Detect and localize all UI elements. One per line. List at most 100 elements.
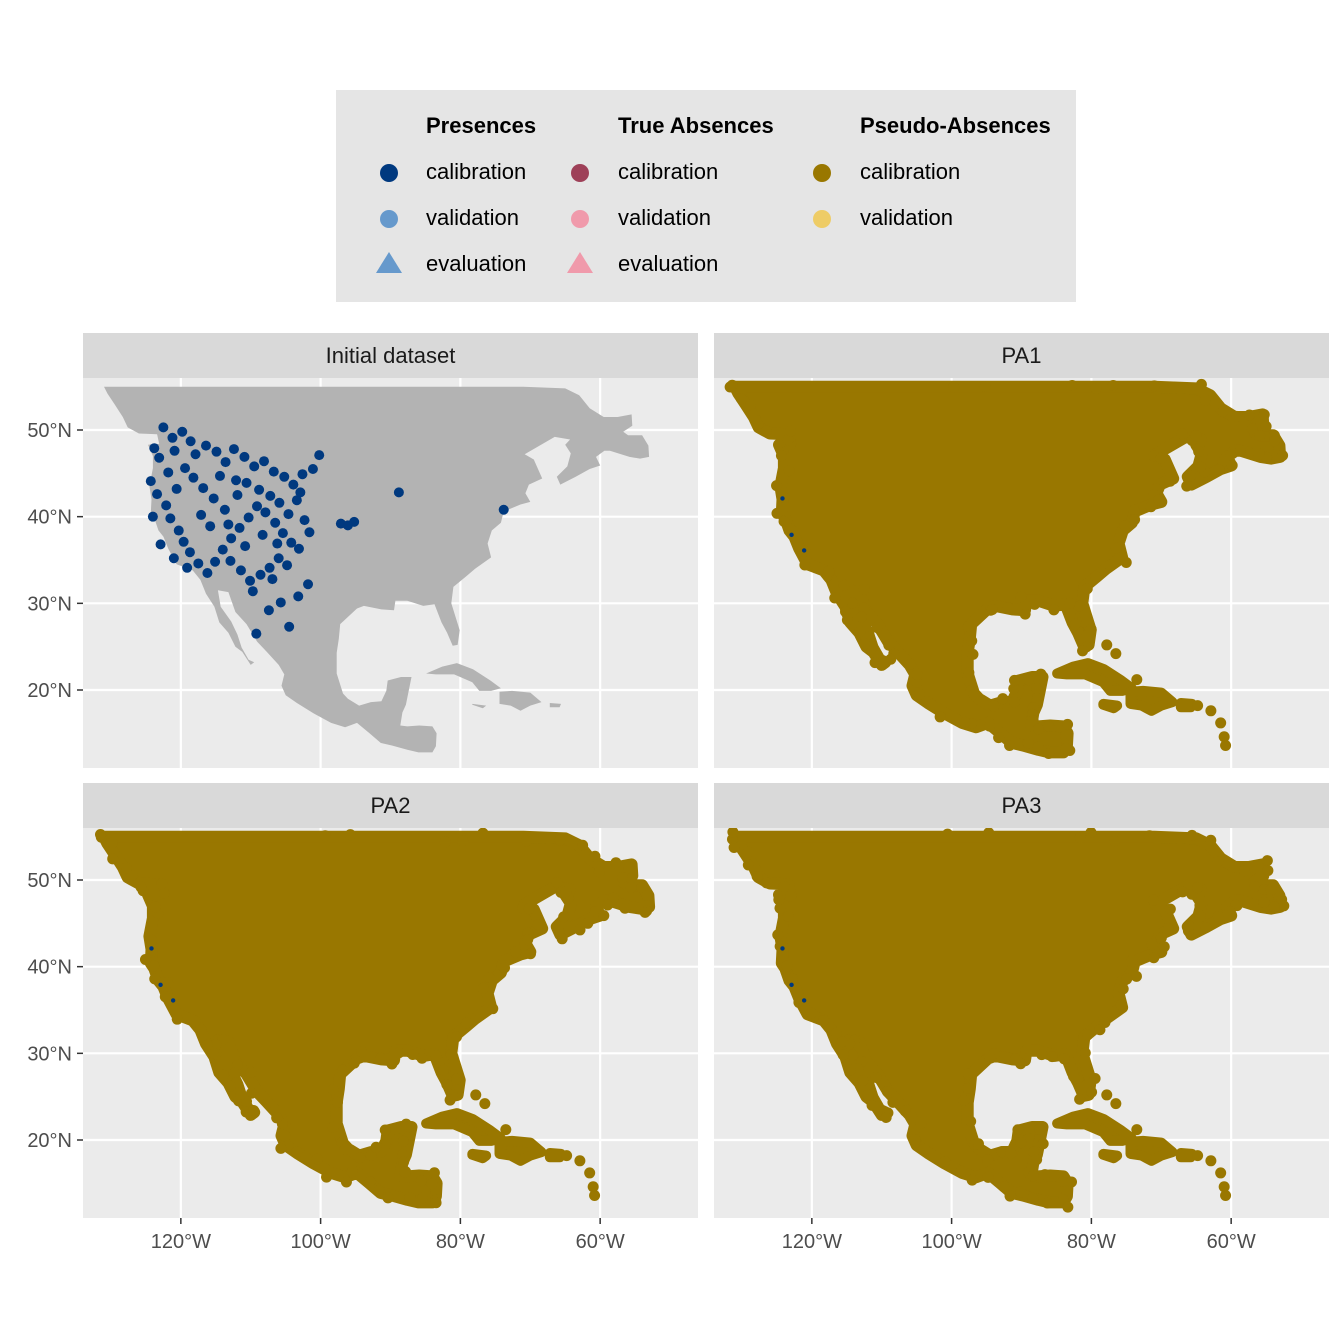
map-layer-pa1 xyxy=(724,378,1289,760)
pseudo-absence-point xyxy=(1022,674,1034,686)
strip-pa3 xyxy=(714,783,1329,828)
y-tick-label: 20°N xyxy=(27,680,72,702)
pseudo-absence-point xyxy=(983,828,995,839)
pseudo-absence-point xyxy=(399,1166,411,1178)
pseudo-absence-point xyxy=(1218,1181,1230,1193)
pseudo-absence-point xyxy=(1060,730,1072,742)
presence-point xyxy=(243,512,254,523)
strip-pa2 xyxy=(83,783,698,828)
presence-point xyxy=(167,432,178,443)
pseudo-absence-point xyxy=(1064,597,1076,609)
pseudo-absence-point xyxy=(962,1082,974,1094)
pseudo-absence-point xyxy=(854,626,866,638)
pseudo-absence-point xyxy=(1117,983,1129,995)
pseudo-absence-point xyxy=(911,676,923,688)
pseudo-absence-point xyxy=(189,1015,201,1027)
pseudo-absence-point xyxy=(1194,899,1206,911)
strip-initial-dataset xyxy=(83,333,698,378)
pseudo-absence-point xyxy=(636,881,648,893)
pseudo-absence-point xyxy=(781,960,793,972)
presence-point xyxy=(314,450,325,461)
pseudo-absence-point xyxy=(1004,1190,1016,1202)
pseudo-absence-point xyxy=(1041,1197,1053,1209)
pseudo-absence-point xyxy=(404,1192,416,1204)
pseudo-absence-point xyxy=(162,977,174,989)
legend-label-presences-evaluation: evaluation xyxy=(426,251,526,276)
pseudo-absence-point xyxy=(963,667,975,679)
pseudo-absence-point xyxy=(598,910,610,922)
pseudo-absence-point xyxy=(1195,461,1207,473)
strip-label-pa3: PA3 xyxy=(1002,793,1042,818)
pseudo-absence-point xyxy=(1121,973,1133,985)
pseudo-absence-point xyxy=(838,579,850,591)
presence-point xyxy=(145,476,156,487)
legend: Presences calibration validation evaluat… xyxy=(336,90,1076,302)
pseudo-absence-point xyxy=(107,853,119,865)
pseudo-absence-point xyxy=(477,828,489,839)
pseudo-absence-point xyxy=(1081,583,1093,595)
presence-point xyxy=(260,507,271,518)
pseudo-absence-point xyxy=(337,1064,349,1076)
presence-point xyxy=(147,511,158,522)
presence-point xyxy=(205,521,216,532)
pseudo-absence-point xyxy=(962,1068,974,1080)
legend-key-presences-validation xyxy=(380,210,398,228)
pseudo-absence-point xyxy=(1258,896,1270,908)
pseudo-absence-point xyxy=(623,862,635,874)
pseudo-absence-point xyxy=(1022,1042,1034,1054)
pseudo-absence-point xyxy=(430,1050,442,1062)
x-axis-right-column: 120°W 100°W 80°W 60°W xyxy=(782,1218,1256,1253)
presence-point xyxy=(247,586,258,597)
pseudo-absence-point xyxy=(979,381,991,393)
pseudo-absence-point xyxy=(1074,832,1086,844)
pseudo-absence-point xyxy=(817,1015,829,1027)
pseudo-absence-point xyxy=(778,881,790,893)
pseudo-absence-point xyxy=(148,960,160,972)
pseudo-absence-point xyxy=(1128,504,1140,516)
legend-group-presences: Presences calibration validation evaluat… xyxy=(376,113,536,276)
legend-label-pseudo-validation: validation xyxy=(860,205,953,230)
pseudo-absence-point xyxy=(235,1088,247,1100)
pseudo-absence-point xyxy=(582,917,594,929)
pseudo-absence-point xyxy=(857,1074,869,1086)
pseudo-absence-point xyxy=(1036,1049,1048,1061)
presence-point xyxy=(275,597,286,608)
pseudo-absence-point xyxy=(532,919,544,931)
strip-label-pa1: PA1 xyxy=(1002,343,1042,368)
pseudo-absence-point xyxy=(806,1007,818,1019)
pseudo-absence-point xyxy=(774,902,786,914)
pseudo-absence-point xyxy=(1199,394,1211,406)
presence-point xyxy=(241,477,252,488)
pseudo-absence-point xyxy=(883,639,895,651)
pseudo-absence-point xyxy=(1090,382,1102,394)
pseudo-absence-point xyxy=(224,1080,236,1092)
presence-point xyxy=(789,982,794,988)
pseudo-absence-point xyxy=(1185,470,1197,482)
pseudo-absence-point xyxy=(728,841,740,853)
pseudo-absence-point xyxy=(1015,1186,1027,1198)
pseudo-absence-point xyxy=(1148,894,1160,906)
presence-point xyxy=(267,574,278,585)
pseudo-absence-point xyxy=(1027,715,1039,727)
pseudo-absence-point xyxy=(1186,829,1198,841)
legend-label-presences-calibration: calibration xyxy=(426,159,526,184)
pseudo-absence-point xyxy=(574,924,586,936)
x-tick-label: 80°W xyxy=(436,1231,485,1253)
pseudo-absence-point xyxy=(1153,494,1165,506)
pseudo-absence-point xyxy=(966,635,978,647)
presence-point xyxy=(158,422,169,433)
pseudo-absence-point xyxy=(774,940,786,952)
pseudo-absence-point xyxy=(786,973,798,985)
land-island xyxy=(499,690,542,711)
pseudo-absence-point xyxy=(1090,570,1102,582)
strip-label-pa2: PA2 xyxy=(371,793,411,818)
pseudo-absence-point xyxy=(1057,1176,1069,1188)
presence-point xyxy=(279,471,290,482)
pseudo-absence-point xyxy=(356,1046,368,1058)
pseudo-absence-point xyxy=(1177,886,1189,898)
legend-key-absences-calibration xyxy=(571,164,589,182)
pseudo-absence-point xyxy=(869,657,881,669)
pseudo-absence-point xyxy=(986,603,998,615)
y-tick-label: 50°N xyxy=(27,420,72,442)
pseudo-absence-point xyxy=(829,592,841,604)
